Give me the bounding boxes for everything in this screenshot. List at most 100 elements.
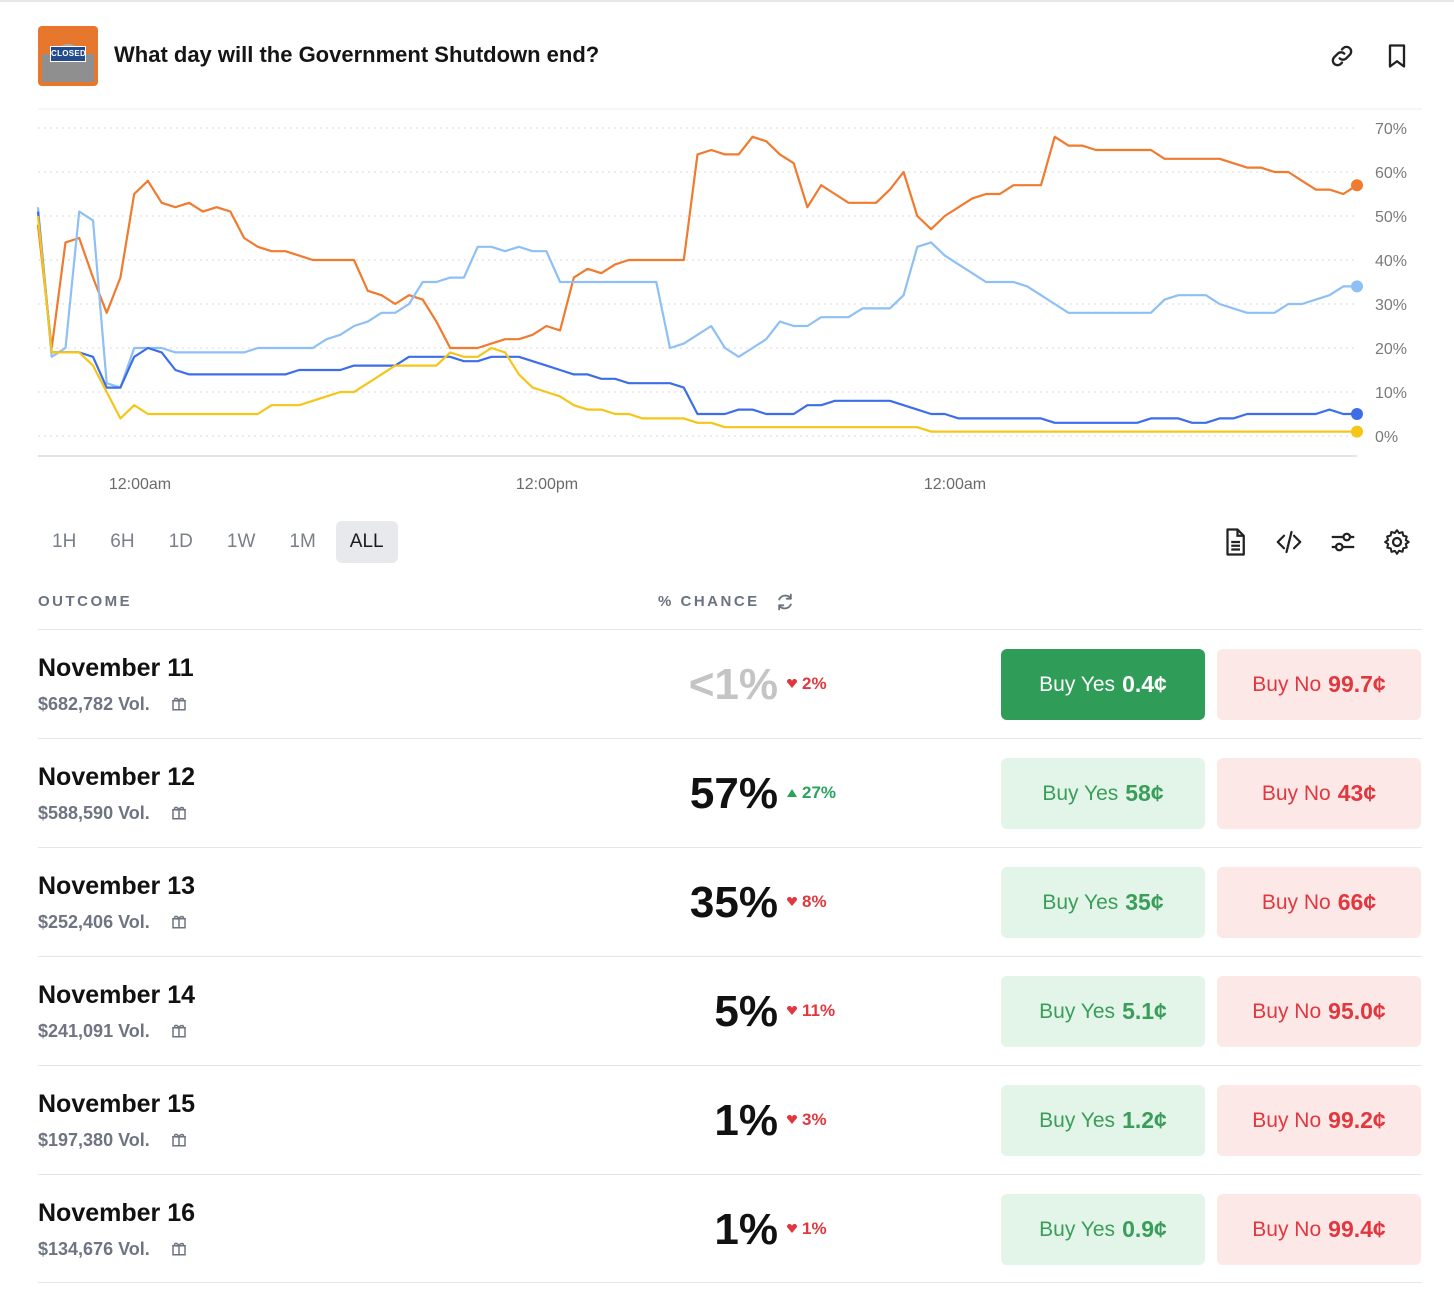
buy-yes-price: 0.9¢ xyxy=(1122,1216,1167,1242)
series-endpoint-3 xyxy=(1351,425,1363,438)
x-tick-label: 12:00am xyxy=(109,476,171,493)
range-button-all[interactable]: ALL xyxy=(335,521,398,563)
buy-no-label: Buy No xyxy=(1252,672,1322,696)
buy-no-label: Buy No xyxy=(1261,781,1331,805)
buy-yes-button[interactable]: Buy Yes 1.2¢ xyxy=(1001,1085,1205,1156)
chance-change-value: 3% xyxy=(802,1110,827,1129)
buy-yes-price: 5.1¢ xyxy=(1122,998,1167,1024)
buy-yes-label: Buy Yes xyxy=(1039,672,1116,696)
chance-change-value: 11% xyxy=(802,1001,836,1020)
buy-yes-button[interactable]: Buy Yes 35¢ xyxy=(1001,867,1205,938)
outcome-chance: 1% xyxy=(714,1096,778,1145)
buy-no-price: 66¢ xyxy=(1337,889,1377,915)
range-button-6h[interactable]: 6H xyxy=(110,531,135,552)
gift-icon[interactable] xyxy=(170,912,188,930)
range-button-1d[interactable]: 1D xyxy=(168,531,193,552)
buy-yes-label: Buy Yes xyxy=(1039,1217,1116,1241)
down-heart-icon xyxy=(786,1006,798,1015)
outcome-name: November 13 xyxy=(38,872,196,900)
series-endpoint-1 xyxy=(1351,280,1363,293)
series-line-0 xyxy=(36,135,1358,350)
outcome-row[interactable]: November 11 $682,782 Vol. <1% 2% Buy Yes 0.4¢… xyxy=(38,629,1422,738)
bookmark-icon[interactable] xyxy=(1383,42,1411,70)
outcome-row[interactable]: November 16 $134,676 Vol. 1% 1% Buy Yes 0.9¢ B… xyxy=(38,1174,1422,1283)
chance-change-value: 2% xyxy=(802,674,827,693)
outcome-row[interactable]: November 15 $197,380 Vol. 1% 3% Buy Yes 1.2¢ B… xyxy=(38,1065,1422,1174)
series-endpoint-0 xyxy=(1351,179,1363,192)
buy-no-price: 99.2¢ xyxy=(1328,1107,1386,1133)
chance-change: 8% xyxy=(786,892,827,912)
outcome-volume: $197,380 Vol. xyxy=(38,1130,150,1150)
series-line-1 xyxy=(36,207,1357,389)
outcome-name: November 11 xyxy=(38,654,194,682)
gift-icon[interactable] xyxy=(170,1130,188,1148)
outcome-chance: 5% xyxy=(714,987,778,1036)
buy-no-label: Buy No xyxy=(1252,1108,1322,1132)
settings-gear-icon[interactable] xyxy=(1382,527,1412,557)
sliders-icon[interactable] xyxy=(1328,527,1358,557)
outcome-chance: <1% xyxy=(688,660,778,709)
buy-yes-button[interactable]: Buy Yes 0.9¢ xyxy=(1001,1194,1205,1265)
outcome-chance: 1% xyxy=(714,1205,778,1254)
outcome-chance: 57% xyxy=(689,769,778,818)
chance-change: 27% xyxy=(786,783,836,803)
down-heart-icon xyxy=(786,1115,798,1124)
buy-no-button[interactable]: Buy No 66¢ xyxy=(1217,867,1421,938)
outcome-volume: $134,676 Vol. xyxy=(38,1239,150,1259)
outcome-volume: $682,782 Vol. xyxy=(38,694,150,714)
chance-change: 1% xyxy=(786,1219,827,1239)
buy-no-button[interactable]: Buy No 99.2¢ xyxy=(1217,1085,1421,1156)
chance-change: 2% xyxy=(786,674,827,694)
outcome-chance: 35% xyxy=(689,878,778,927)
document-icon[interactable] xyxy=(1220,527,1250,557)
gift-icon[interactable] xyxy=(170,1021,188,1039)
range-button-1w[interactable]: 1W xyxy=(226,531,256,552)
down-heart-icon xyxy=(786,897,798,906)
buy-no-price: 99.4¢ xyxy=(1328,1216,1386,1242)
buy-no-button[interactable]: Buy No 95.0¢ xyxy=(1217,976,1421,1047)
buy-no-button[interactable]: Buy No 99.7¢ xyxy=(1217,649,1421,720)
buy-yes-label: Buy Yes xyxy=(1042,890,1119,914)
y-tick-label: 20% xyxy=(1375,341,1407,358)
series-endpoint-2 xyxy=(1351,408,1363,420)
x-tick-label: 12:00am xyxy=(924,476,986,493)
down-heart-icon xyxy=(786,679,798,688)
gift-icon[interactable] xyxy=(170,1239,188,1257)
buy-yes-button[interactable]: Buy Yes 58¢ xyxy=(1001,758,1205,829)
range-button-1m[interactable]: 1M xyxy=(289,531,316,552)
y-tick-label: 30% xyxy=(1375,297,1407,314)
buy-no-price: 95.0¢ xyxy=(1328,998,1386,1024)
outcome-name: November 14 xyxy=(38,981,196,1009)
outcome-row[interactable]: November 12 $588,590 Vol. 57% 27% Buy Yes 58¢… xyxy=(38,738,1422,847)
buy-yes-price: 58¢ xyxy=(1125,780,1164,806)
outcome-row[interactable]: November 13 $252,406 Vol. 35% 8% Buy Yes 35¢ B… xyxy=(38,847,1422,956)
buy-no-button[interactable]: Buy No 99.4¢ xyxy=(1217,1194,1421,1265)
buy-yes-price: 1.2¢ xyxy=(1122,1107,1167,1133)
buy-yes-label: Buy Yes xyxy=(1039,1108,1116,1132)
buy-no-label: Buy No xyxy=(1261,890,1331,914)
market-title: What day will the Government Shutdown en… xyxy=(114,42,600,67)
outcome-name: November 16 xyxy=(38,1199,196,1227)
refresh-icon[interactable] xyxy=(775,592,795,612)
range-button-1h[interactable]: 1H xyxy=(52,531,77,552)
buy-yes-button[interactable]: Buy Yes 5.1¢ xyxy=(1001,976,1205,1047)
buy-yes-price: 35¢ xyxy=(1125,889,1164,915)
outcome-name: November 15 xyxy=(38,1090,196,1118)
gift-icon[interactable] xyxy=(170,803,188,821)
embed-code-icon[interactable] xyxy=(1274,527,1304,557)
market-thumbnail: CLOSED xyxy=(38,26,98,86)
outcome-row[interactable]: November 14 $241,091 Vol. 5% 11% Buy Yes 5.1¢… xyxy=(38,956,1422,1065)
time-range-selector: 1H 6H 1D 1W 1M ALL xyxy=(38,521,398,563)
link-icon[interactable] xyxy=(1328,42,1356,70)
down-heart-icon xyxy=(786,1224,798,1233)
buy-yes-button[interactable]: Buy Yes 0.4¢ xyxy=(1001,649,1205,720)
outcome-column-header: OUTCOME xyxy=(38,593,133,610)
series-line-2 xyxy=(36,211,1357,424)
price-history-chart: 70% 60% 50% 40% 30% 20% 10% 0% 12:00am 12:00pm 12:… xyxy=(36,108,1422,493)
chance-change: 3% xyxy=(786,1110,827,1130)
buy-no-button[interactable]: Buy No 43¢ xyxy=(1217,758,1421,829)
y-tick-label: 0% xyxy=(1375,429,1398,446)
gift-icon[interactable] xyxy=(170,694,188,712)
chance-change-value: 27% xyxy=(802,783,837,802)
y-tick-label: 50% xyxy=(1375,209,1407,226)
